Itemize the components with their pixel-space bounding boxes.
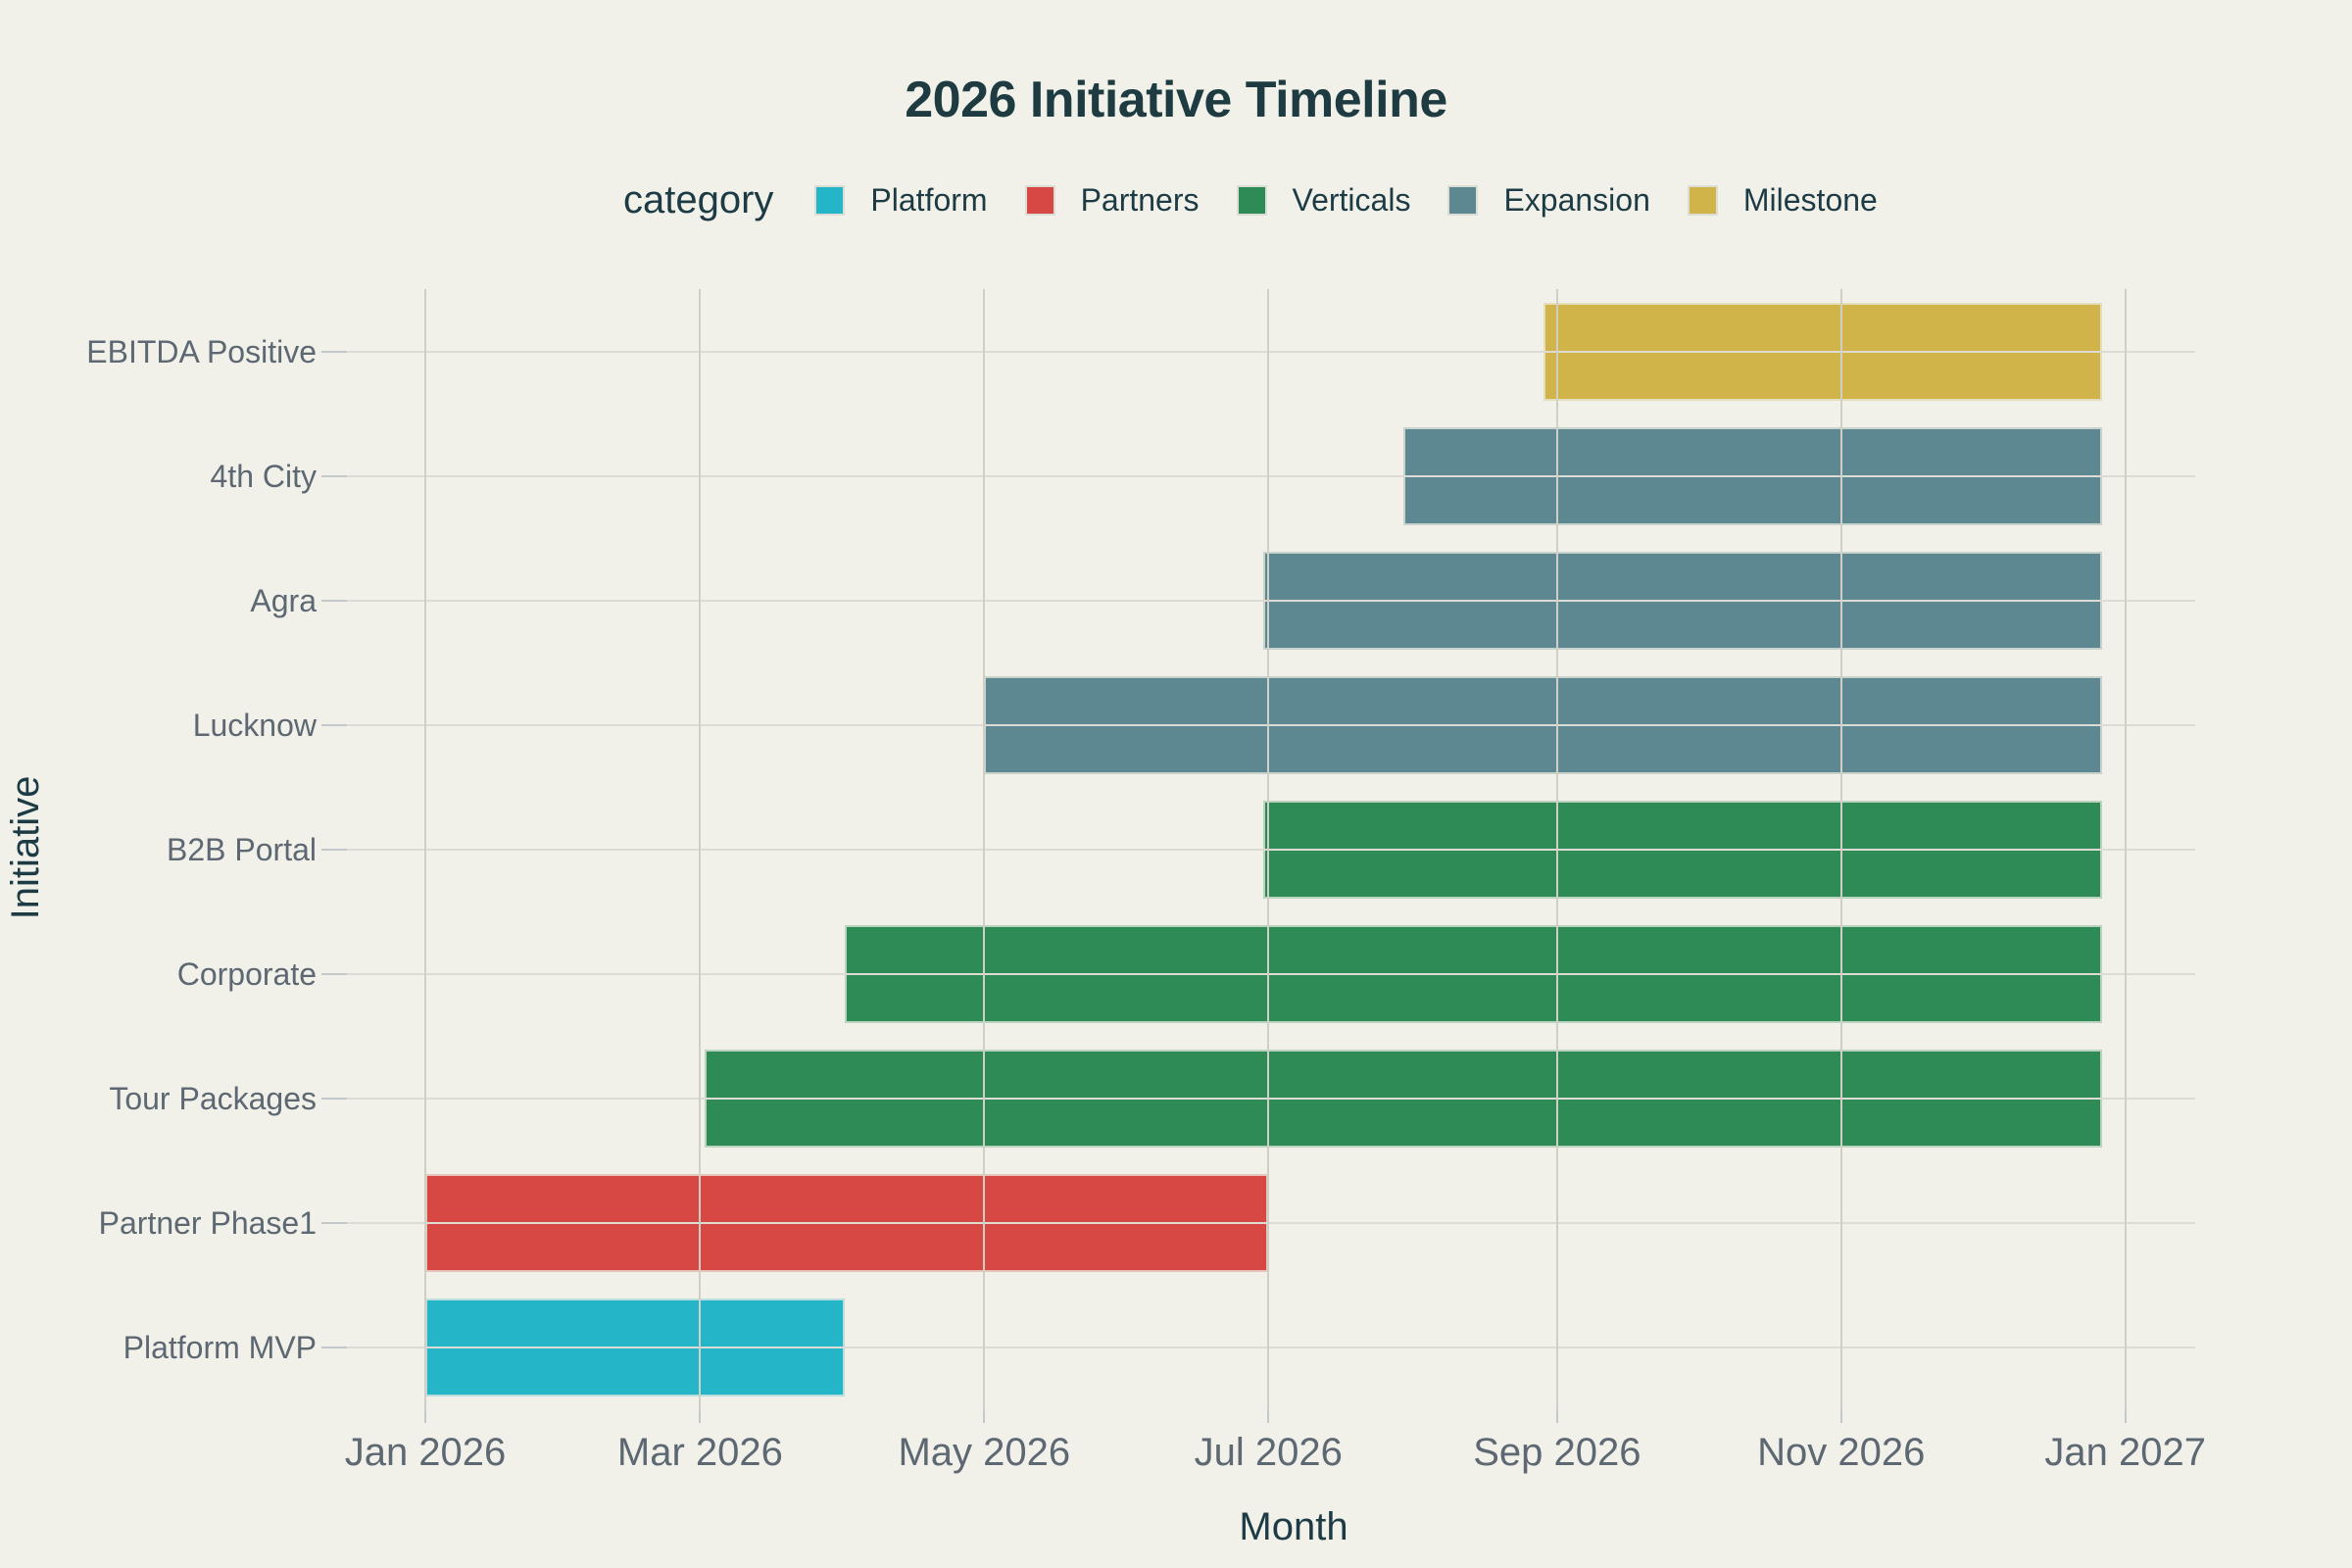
y-gridline-ebitda-positive [323, 350, 2195, 353]
legend-swatch-partners [1024, 184, 1055, 216]
y-gridline-platform-mvp [323, 1347, 2195, 1349]
y-tick-label-partner-phase1: Partner Phase1 [98, 1205, 317, 1242]
y-gridline-corporate [323, 973, 2195, 976]
y-tick-label-platform-mvp: Platform MVP [122, 1330, 317, 1366]
y-gridline-4th-city [323, 474, 2195, 477]
y-tick-label-agra: Agra [250, 582, 317, 618]
x-tick-label-mar-2026: Mar 2026 [616, 1431, 783, 1474]
x-tick-label-nov-2026: Nov 2026 [1757, 1431, 1926, 1474]
x-gridline-may-2026 [983, 289, 986, 1410]
legend-item-label: Verticals [1292, 181, 1411, 218]
legend-item-label: Platform [870, 181, 988, 218]
x-tick-mark-mar-2026 [699, 1410, 702, 1423]
legend-item-verticals[interactable]: Verticals [1236, 181, 1411, 219]
legend-item-label: Expansion [1503, 181, 1650, 218]
legend-swatch-verticals [1236, 184, 1267, 216]
y-tick-mark-agra [321, 599, 347, 602]
x-gridline-jan-2027 [2124, 289, 2127, 1410]
legend-item-partners[interactable]: Partners [1024, 181, 1200, 219]
x-tick-mark-may-2026 [983, 1410, 986, 1423]
legend-item-expansion[interactable]: Expansion [1447, 181, 1650, 219]
legend-item-label: Partners [1080, 181, 1200, 218]
y-tick-label-tour-packages: Tour Packages [109, 1081, 317, 1117]
x-tick-label-jul-2026: Jul 2026 [1194, 1431, 1343, 1474]
legend-title: category [623, 177, 774, 221]
x-axis-title: Month [1239, 1505, 1348, 1548]
y-tick-mark-ebitda-positive [321, 350, 347, 353]
x-tick-mark-jan-2026 [424, 1410, 426, 1423]
x-tick-label-sep-2026: Sep 2026 [1473, 1431, 1642, 1474]
x-gridline-nov-2026 [1839, 289, 1842, 1410]
x-tick-label-jan-2026: Jan 2026 [344, 1431, 507, 1474]
legend-item-platform[interactable]: Platform [814, 181, 988, 219]
x-gridline-jan-2026 [424, 289, 426, 1410]
y-tick-label-b2b-portal: B2B Portal [167, 832, 317, 867]
x-tick-mark-jan-2027 [2124, 1410, 2127, 1423]
y-gridline-partner-phase1 [323, 1222, 2195, 1225]
legend-item-label: Milestone [1742, 181, 1878, 218]
y-tick-mark-partner-phase1 [321, 1222, 347, 1225]
x-tick-mark-nov-2026 [1839, 1410, 1842, 1423]
y-tick-mark-b2b-portal [321, 849, 347, 851]
legend-swatch-milestone [1687, 184, 1718, 216]
chart-title: 2026 Initiative Timeline [905, 72, 1447, 128]
y-tick-mark-tour-packages [321, 1098, 347, 1101]
y-gridline-b2b-portal [323, 849, 2195, 851]
x-tick-mark-jul-2026 [1267, 1410, 1270, 1423]
y-tick-label-corporate: Corporate [176, 956, 317, 993]
x-tick-label-jan-2027: Jan 2027 [2044, 1431, 2206, 1474]
legend-item-milestone[interactable]: Milestone [1687, 181, 1878, 219]
y-gridline-tour-packages [323, 1098, 2195, 1101]
x-tick-mark-sep-2026 [1555, 1410, 1558, 1423]
y-tick-label-4th-city: 4th City [210, 458, 317, 494]
legend: category Platform Partners Verticals Expans… [623, 174, 1878, 225]
y-tick-mark-lucknow [321, 723, 347, 726]
legend-items: Platform Partners Verticals Expansion Milest… [814, 181, 1878, 219]
y-gridline-lucknow [323, 723, 2195, 726]
y-tick-label-ebitda-positive: EBITDA Positive [86, 333, 317, 369]
y-gridline-agra [323, 599, 2195, 602]
y-tick-mark-platform-mvp [321, 1347, 347, 1349]
legend-swatch-expansion [1447, 184, 1479, 216]
legend-swatch-platform [814, 184, 846, 216]
y-tick-mark-4th-city [321, 474, 347, 477]
x-gridline-mar-2026 [699, 289, 702, 1410]
x-gridline-sep-2026 [1555, 289, 1558, 1410]
y-tick-mark-corporate [321, 973, 347, 976]
x-gridline-jul-2026 [1267, 289, 1270, 1410]
y-tick-label-lucknow: Lucknow [192, 707, 317, 743]
x-tick-label-may-2026: May 2026 [898, 1431, 1071, 1474]
